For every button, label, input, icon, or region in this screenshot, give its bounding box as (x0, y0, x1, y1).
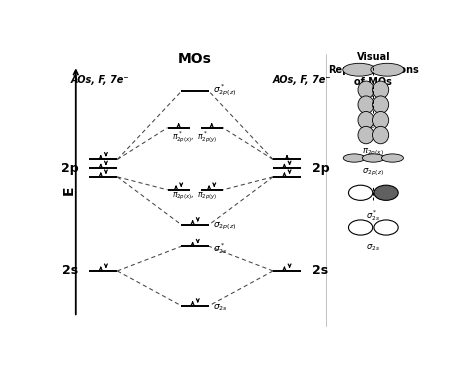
Ellipse shape (362, 154, 384, 162)
Text: 2p: 2p (312, 162, 329, 175)
Text: $\pi_{2p(x)}$: $\pi_{2p(x)}$ (362, 147, 384, 158)
Ellipse shape (358, 96, 374, 114)
Ellipse shape (371, 63, 404, 76)
Ellipse shape (382, 154, 403, 162)
Text: $\pi_{2p(x)},\ \pi_{2p(y)}$: $\pi_{2p(x)},\ \pi_{2p(y)}$ (173, 191, 218, 202)
Ellipse shape (343, 63, 376, 76)
Text: Visual
Representations
of MOs: Visual Representations of MOs (328, 52, 419, 87)
Ellipse shape (358, 112, 374, 129)
Text: AOs, F, 7e⁻: AOs, F, 7e⁻ (273, 75, 331, 85)
Text: $\sigma_{2p(z)}$: $\sigma_{2p(z)}$ (362, 167, 384, 178)
Text: $\pi^*_{2p(x)}$: $\pi^*_{2p(x)}$ (362, 116, 384, 132)
Text: AOs, F, 7e⁻: AOs, F, 7e⁻ (71, 75, 129, 85)
Ellipse shape (373, 126, 389, 144)
Text: $\sigma^*_{2p(z)}$: $\sigma^*_{2p(z)}$ (362, 84, 384, 100)
Text: MOs: MOs (178, 52, 212, 66)
Text: $\sigma_{2s}$: $\sigma_{2s}$ (213, 303, 228, 313)
Text: 2s: 2s (62, 264, 78, 277)
Text: $\sigma^*_{2s}$: $\sigma^*_{2s}$ (213, 241, 228, 256)
Ellipse shape (358, 126, 374, 144)
Text: 2s: 2s (312, 264, 328, 277)
Ellipse shape (373, 112, 389, 129)
Ellipse shape (348, 220, 373, 235)
Text: $\sigma_{2p(z)}$: $\sigma_{2p(z)}$ (213, 221, 236, 232)
Text: E: E (62, 185, 76, 195)
Text: $\sigma^*_{2p(z)}$: $\sigma^*_{2p(z)}$ (213, 82, 236, 98)
Ellipse shape (374, 185, 398, 200)
Text: $\sigma_{2s}$: $\sigma_{2s}$ (366, 243, 380, 253)
Ellipse shape (343, 154, 365, 162)
Text: $\sigma^*_{2s}$: $\sigma^*_{2s}$ (366, 208, 380, 223)
Ellipse shape (374, 220, 398, 235)
Ellipse shape (358, 81, 374, 99)
Text: 2p: 2p (61, 162, 78, 175)
Ellipse shape (348, 185, 373, 200)
Ellipse shape (373, 81, 389, 99)
Ellipse shape (373, 96, 389, 114)
Text: $\pi^*_{2p(x)},\ \pi^*_{2p(y)}$: $\pi^*_{2p(x)},\ \pi^*_{2p(y)}$ (173, 129, 218, 145)
